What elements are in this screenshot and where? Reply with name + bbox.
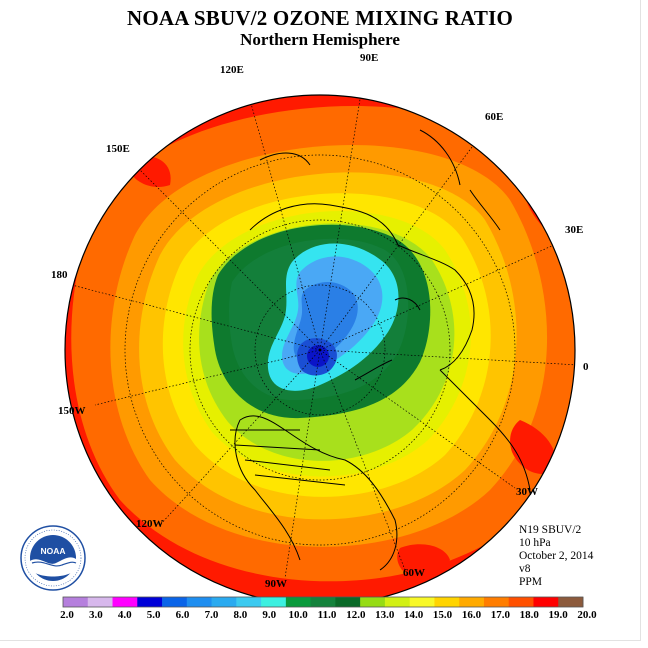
colorbar-swatch [285,597,312,607]
colorbar-swatch [261,597,287,607]
colorbar-swatch [186,597,212,607]
map-title: NOAA SBUV/2 OZONE MIXING RATIO [127,6,513,30]
colorbar-tick-label: 16.0 [462,609,482,621]
lon-label-180: 180 [51,269,68,281]
info-pressure-level: 10 hPa [519,537,551,549]
lon-label-60w: 60W [403,567,425,579]
colorbar-swatch [87,597,113,607]
colorbar-tick-label: 4.0 [118,609,132,621]
lon-label-90e: 90E [360,52,378,64]
colorbar-tick-label: 19.0 [548,609,568,621]
colorbar-swatch [558,597,584,607]
map-subtitle: Northern Hemisphere [240,30,400,49]
colorbar-swatch [459,597,485,607]
colorbar-swatch [310,597,336,607]
colorbar-tick-label: 15.0 [433,609,453,621]
colorbar-tick-label: 10.0 [288,609,308,621]
colorbar-swatch [384,597,411,607]
colorbar-tick-label: 9.0 [262,609,276,621]
colorbar-swatch [508,597,534,607]
lon-label-30w: 30W [516,486,538,498]
lon-label-150w: 150W [58,405,86,417]
figure-frame [0,0,641,641]
colorbar-tick-label: 13.0 [375,609,395,621]
colorbar-tick-label: 6.0 [176,609,190,621]
colorbar-tick-label: 20.0 [577,609,597,621]
colorbar-swatch [112,597,138,607]
coastlines [230,129,531,571]
colorbar-tick-label: 14.0 [404,609,424,621]
colorbar-swatch [483,597,510,607]
lon-label-30e: 30E [565,224,583,236]
colorbar-swatches [62,596,584,608]
colorbar-ticks: 2.0 3.0 4.0 5.0 6.0 7.0 8.0 9.0 10.0 11.0 12.0 13.0… [60,609,597,621]
colorbar-tick-label: 7.0 [205,609,219,621]
info-instrument: N19 SBUV/2 [519,524,582,536]
colorbar-swatch [236,597,262,607]
colorbar-swatch [137,597,163,607]
colorbar-swatch [533,597,559,607]
colorbar-tick-label: 18.0 [520,609,540,621]
dataset-info: N19 SBUV/2 10 hPa October 2, 2014 v8 PPM [519,524,593,589]
lon-label-90w: 90W [265,578,287,590]
noaa-logo-text: NOAA [40,546,65,556]
colorbar-tick-label: 5.0 [147,609,161,621]
colorbar-swatch [211,597,237,607]
noaa-logo: NOAA [20,525,86,591]
info-version: v8 [519,563,531,575]
lon-label-150e: 150E [106,143,130,155]
colorbar-swatch [360,597,386,607]
ozone-contour-field [65,95,575,605]
colorbar-tick-label: 2.0 [60,609,74,621]
colorbar-tick-label: 11.0 [318,609,337,621]
colorbar-swatch [162,597,188,607]
colorbar-tick-label: 12.0 [346,609,366,621]
lat-lon-grid [71,95,575,579]
lon-label-120e: 120E [220,64,244,76]
info-date: October 2, 2014 [519,550,594,562]
colorbar-swatch [409,597,435,607]
colorbar-tick-label: 8.0 [233,609,247,621]
lon-label-60e: 60E [485,111,503,123]
colorbar-tick-label: 17.0 [491,609,511,621]
colorbar-swatch [335,597,361,607]
colorbar-swatch [63,597,89,607]
lon-label-120w: 120W [136,518,164,530]
colorbar-tick-label: 3.0 [89,609,103,621]
lon-label-0: 0 [583,361,589,373]
colorbar-swatch [434,597,460,607]
colorbar-outline [62,596,584,608]
info-units: PPM [519,576,543,588]
